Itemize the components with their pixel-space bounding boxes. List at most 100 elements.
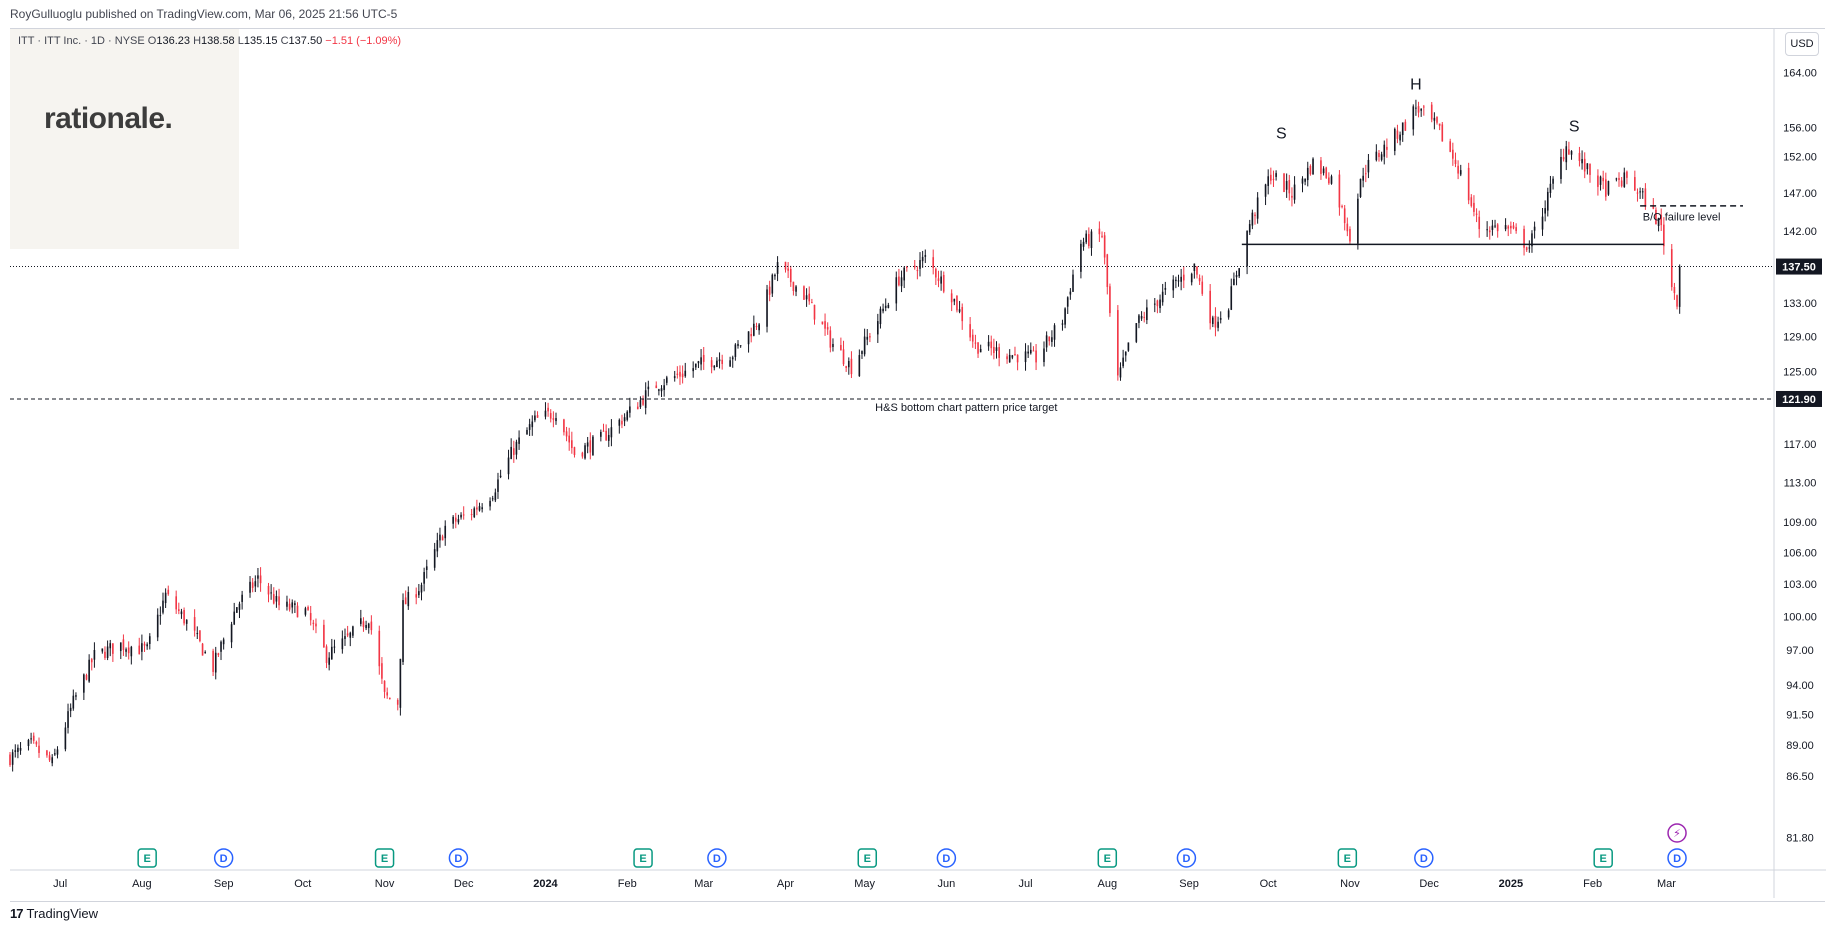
candle-body (1211, 317, 1214, 324)
candle-body (1064, 308, 1066, 325)
candle-body (267, 585, 270, 595)
candle-body (621, 420, 623, 425)
candle-body (660, 388, 663, 392)
candle-body (1486, 229, 1488, 231)
candle-body (1634, 177, 1636, 191)
candle-body (90, 659, 93, 663)
x-tick-label: Feb (618, 878, 637, 890)
candle-body (1312, 158, 1314, 175)
earnings-marker[interactable] (137, 848, 157, 868)
price-target-tag-label: 121.90 (1782, 394, 1816, 406)
dividend-marker[interactable] (1667, 848, 1687, 868)
legend-open-label: O (147, 35, 157, 47)
candle-body (826, 327, 829, 330)
candle-body (829, 330, 832, 348)
candle-body (254, 581, 257, 587)
candle-body (1393, 128, 1396, 151)
earnings-marker[interactable] (633, 848, 653, 868)
candle-body (119, 642, 122, 652)
candle-body (383, 680, 386, 692)
candle-body (702, 354, 705, 362)
candle-body (230, 624, 233, 643)
candle-body (602, 430, 605, 432)
dividend-marker[interactable] (1414, 848, 1434, 868)
candle-body (1016, 354, 1019, 363)
candle-body (1140, 316, 1143, 319)
tradingview-brand[interactable]: 17 TradingView (10, 906, 98, 921)
candle-body (54, 753, 56, 755)
candle-body (1581, 159, 1583, 164)
y-tick-label: 133.00 (1783, 298, 1817, 310)
candle-body (1006, 356, 1008, 360)
candle-body (291, 602, 294, 608)
candle-body (381, 663, 383, 679)
candle-body (571, 440, 573, 449)
legend-low-label: L (237, 35, 244, 47)
legend-close-label: C (280, 35, 289, 47)
earnings-marker-label: E (864, 853, 871, 865)
candle-body (998, 347, 1000, 358)
candle-body (233, 611, 236, 625)
candle-body (573, 447, 576, 455)
dividend-marker[interactable] (936, 848, 957, 868)
currency-button[interactable]: USD (1785, 32, 1819, 56)
candle-body (787, 268, 789, 271)
candle-body (212, 650, 214, 672)
candle-body (125, 649, 127, 652)
candle-body (328, 657, 330, 665)
candle-body (555, 418, 557, 422)
candle-body (1504, 225, 1507, 230)
candle-body (1673, 287, 1676, 294)
candle-body (1035, 350, 1037, 363)
candle-body (1510, 225, 1512, 229)
candle-body (1264, 184, 1267, 197)
candle-body (1525, 247, 1528, 251)
candle-body (887, 304, 890, 308)
candle-body (1053, 325, 1056, 340)
candle-body (180, 611, 183, 615)
candle-body (866, 336, 869, 340)
y-tick-label: 129.00 (1783, 332, 1817, 344)
candle-body (204, 652, 207, 654)
candle-body (710, 360, 713, 368)
earnings-marker[interactable] (1337, 848, 1358, 868)
y-tick-label: 156.00 (1783, 123, 1817, 135)
candle-body (146, 644, 148, 647)
candle-body (1198, 277, 1201, 282)
candle-body (1103, 235, 1106, 258)
split-marker[interactable] (1667, 823, 1687, 843)
candle-body (1531, 233, 1533, 247)
candle-body (658, 389, 660, 391)
dividend-marker[interactable] (448, 848, 469, 868)
candle-body (499, 475, 502, 478)
candle-body (64, 727, 67, 750)
earnings-marker[interactable] (857, 848, 878, 868)
candle-body (462, 514, 465, 516)
candle-body (1085, 233, 1088, 243)
last-price-tag (1776, 258, 1822, 275)
earnings-marker[interactable] (374, 848, 395, 868)
candle-body (214, 652, 217, 673)
dividend-marker[interactable] (213, 848, 234, 868)
candle-body (1375, 151, 1378, 161)
dividend-marker[interactable] (707, 848, 727, 868)
candle-body (932, 257, 935, 268)
legend-symbol: ITT · ITT Inc. · 1D · NYSE (18, 35, 145, 47)
candle-body (1117, 310, 1119, 376)
dividend-marker[interactable] (1176, 848, 1197, 868)
candle-body (56, 749, 59, 755)
candle-body (1475, 213, 1478, 215)
candle-body (636, 406, 639, 410)
pattern-label: S (1276, 125, 1287, 142)
candle-body (1235, 275, 1238, 278)
candle-body (1043, 348, 1045, 363)
earnings-marker-label: E (143, 853, 150, 865)
candle-body (159, 615, 162, 617)
candle-body (436, 540, 439, 552)
candle-body (1180, 276, 1182, 282)
earnings-marker[interactable] (1097, 848, 1118, 868)
candle-body (1267, 176, 1270, 186)
earnings-marker[interactable] (1593, 848, 1613, 868)
candle-body (288, 603, 291, 610)
